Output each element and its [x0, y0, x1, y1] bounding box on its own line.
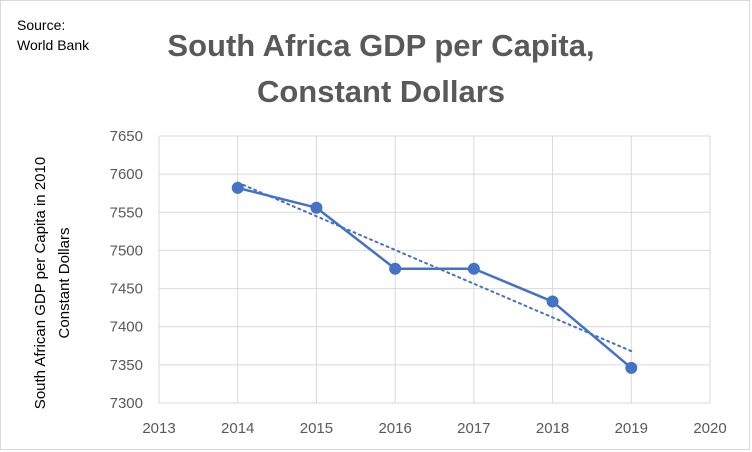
data-point: [625, 361, 638, 374]
source-note: Source: World Bank: [17, 15, 89, 55]
y-tick-label: 7450: [110, 281, 143, 298]
source-note-line1: Source:: [17, 17, 66, 33]
x-tick-label: 2019: [615, 420, 648, 437]
y-tick-label: 7600: [110, 166, 143, 183]
data-point: [310, 201, 323, 214]
x-tick-label: 2013: [142, 420, 175, 437]
tick-layer: 7300 7350 7400 7450 7500 7550 7600 7650 2013 2014…: [110, 128, 727, 437]
x-tick-label: 2014: [221, 420, 254, 437]
series-line: [237, 186, 633, 369]
series-layer: [231, 181, 638, 374]
y-tick-label: 7550: [110, 204, 143, 221]
axis-title-layer: South African GDP per Capita in 2010 Con…: [32, 157, 73, 409]
y-tick-label: 7500: [110, 242, 143, 259]
x-tick-label: 2017: [457, 420, 490, 437]
y-axis-title-line1: South African GDP per Capita in 2010: [32, 157, 49, 409]
y-tick-label: 7400: [110, 319, 143, 336]
x-tick-label: 2016: [378, 420, 411, 437]
x-tick-label: 2018: [536, 420, 569, 437]
data-point: [546, 295, 559, 308]
grid-layer: [158, 135, 711, 404]
data-point: [231, 181, 244, 194]
x-tick-label: 2015: [300, 420, 333, 437]
data-point: [467, 262, 480, 275]
data-point: [389, 262, 402, 275]
chart-title: South Africa GDP per Capita, Constant Do…: [167, 28, 595, 109]
source-note-line2: World Bank: [17, 37, 90, 53]
y-tick-label: 7350: [110, 357, 143, 374]
y-tick-label: 7650: [110, 128, 143, 145]
y-axis-title-line2: Constant Dollars: [56, 228, 73, 339]
trendline: [236, 181, 633, 353]
y-tick-label: 7300: [110, 395, 143, 412]
x-tick-label: 2020: [693, 420, 726, 437]
